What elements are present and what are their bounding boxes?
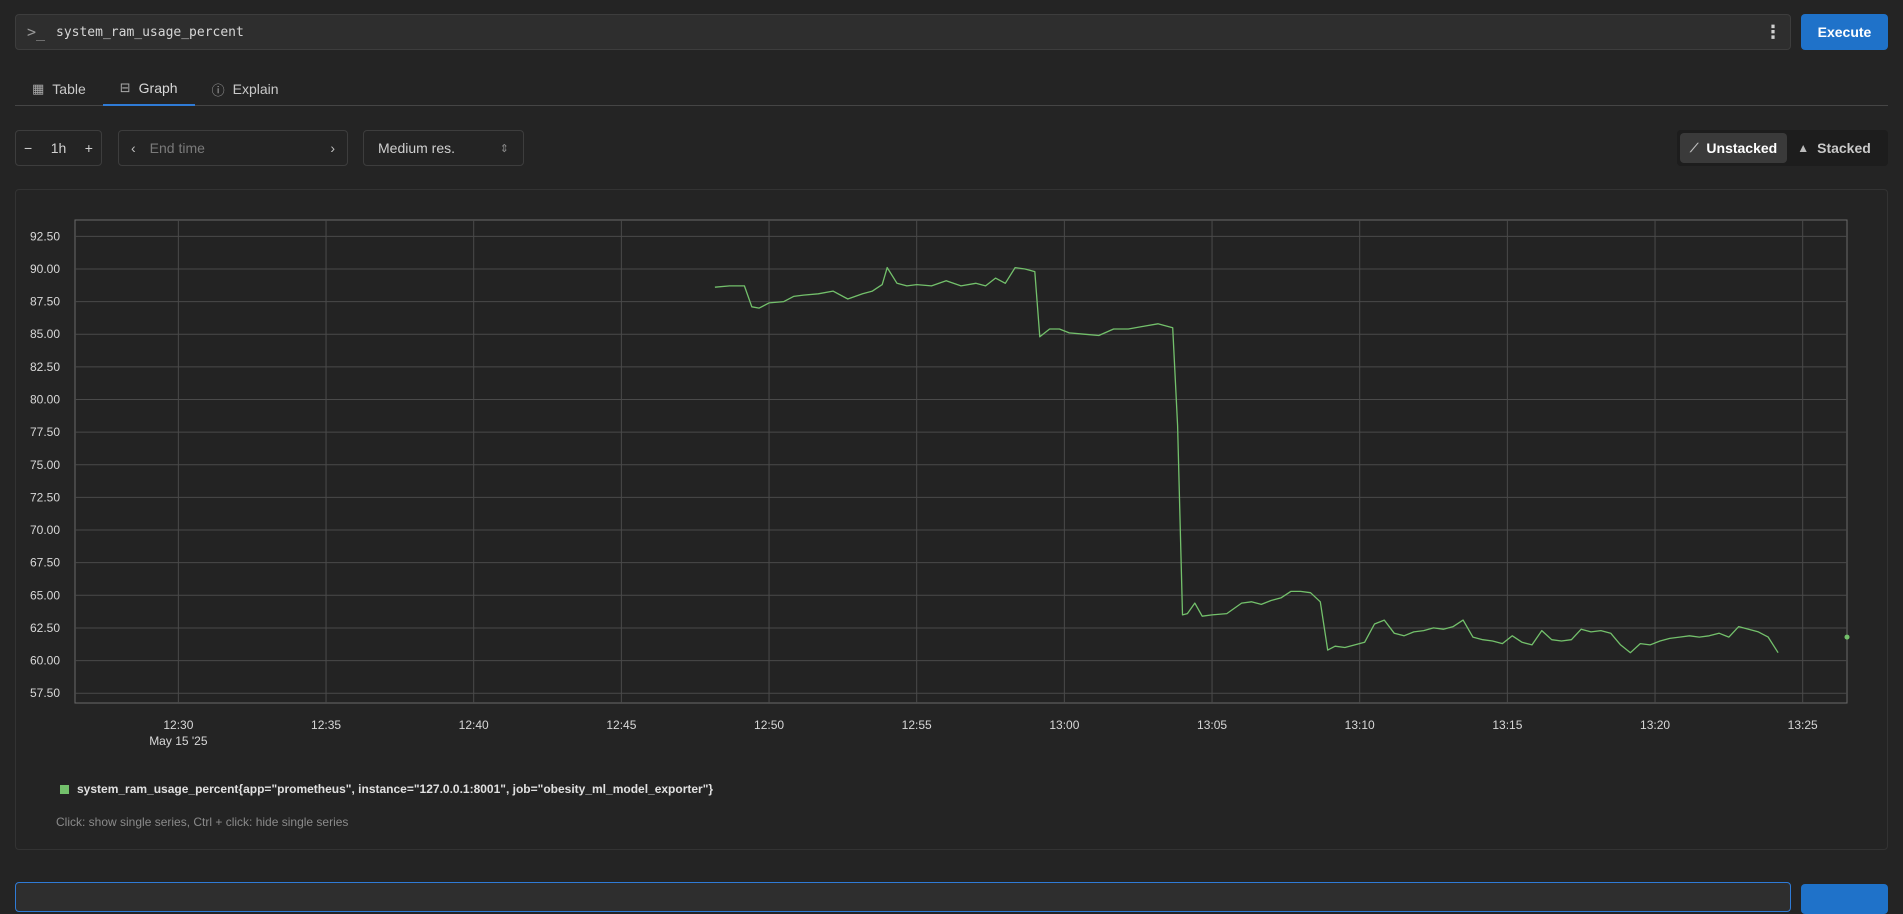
y-tick-label: 90.00	[30, 262, 60, 276]
table-icon: ▦	[32, 81, 45, 96]
y-tick-label: 87.50	[30, 295, 60, 309]
range-stepper: − 1h +	[15, 130, 102, 166]
x-tick-label: 13:00	[1049, 718, 1079, 732]
last-value-marker	[1844, 634, 1850, 640]
chevron-left-icon[interactable]: ‹	[131, 140, 136, 156]
info-icon: ⓘ	[211, 82, 225, 98]
tab-bar: ▦ Table ⊟ Graph ⓘ Explain	[15, 72, 1888, 106]
unstacked-button[interactable]: ⟋ Unstacked	[1680, 133, 1788, 163]
stacked-label: Stacked	[1817, 140, 1871, 156]
y-tick-label: 85.00	[30, 327, 60, 341]
x-tick-label: 13:05	[1197, 718, 1227, 732]
y-tick-label: 67.50	[30, 556, 60, 570]
y-tick-label: 80.00	[30, 392, 60, 406]
x-tick-label: 12:50	[754, 718, 784, 732]
y-tick-label: 72.50	[30, 490, 60, 504]
legend-hint: Click: show single series, Ctrl + click:…	[56, 815, 349, 829]
plus-icon[interactable]: +	[84, 140, 93, 156]
area-chart-icon: ▲	[1797, 141, 1810, 155]
plot-area	[74, 219, 1848, 704]
legend-label: system_ram_usage_percent{app="prometheus…	[77, 782, 714, 796]
unstacked-label: Unstacked	[1706, 140, 1778, 156]
x-tick-label: 12:35	[311, 718, 341, 732]
x-tick-label: 12:40	[459, 718, 489, 732]
execute-button[interactable]: Execute	[1801, 14, 1888, 50]
y-tick-label: 65.00	[30, 588, 60, 602]
tab-label: Explain	[232, 81, 279, 97]
query-input-bar[interactable]: >_ system_ram_usage_percent ⋮	[15, 14, 1791, 50]
y-tick-label: 62.50	[30, 621, 60, 635]
range-value[interactable]: 1h	[50, 140, 67, 156]
series-line	[714, 266, 1779, 654]
y-tick-label: 70.00	[30, 523, 60, 537]
second-query-input-bar[interactable]	[15, 882, 1791, 912]
stacked-button[interactable]: ▲ Stacked	[1787, 133, 1881, 163]
x-tick-label: 12:30	[163, 718, 193, 732]
query-expression[interactable]: system_ram_usage_percent	[56, 24, 244, 40]
y-tick-label: 75.00	[30, 458, 60, 472]
x-date-label: May 15 '25	[149, 734, 208, 748]
line-chart-icon: ⟋	[1690, 140, 1699, 155]
resolution-select[interactable]: Medium res. ⇕	[363, 130, 524, 166]
minus-icon[interactable]: −	[24, 140, 33, 156]
chevron-right-icon[interactable]: ›	[330, 140, 335, 156]
tab-label: Table	[52, 81, 86, 97]
updown-chevron-icon: ⇕	[499, 142, 509, 155]
y-tick-label: 57.50	[30, 686, 60, 700]
graph-icon: ⊟	[119, 80, 131, 95]
y-tick-label: 82.50	[30, 360, 60, 374]
chart-svg[interactable]: 57.50 60.00 62.50 65.00 67.50 70.00 72.50 75.00…	[0, 0, 1903, 760]
x-tick-label: 13:15	[1492, 718, 1522, 732]
y-tick-label: 77.50	[30, 425, 60, 439]
legend-swatch	[60, 784, 69, 794]
x-tick-label: 12:55	[902, 718, 932, 732]
end-time-input[interactable]: End time	[149, 140, 205, 156]
tab-label: Graph	[138, 80, 178, 96]
tab-explain[interactable]: ⓘ Explain	[195, 72, 296, 106]
x-tick-label: 13:25	[1788, 718, 1818, 732]
stack-mode-toggle: ⟋ Unstacked ▲ Stacked	[1677, 130, 1888, 166]
resolution-value: Medium res.	[378, 140, 456, 156]
legend-item[interactable]: system_ram_usage_percent{app="prometheus…	[60, 782, 713, 796]
second-execute-button[interactable]	[1801, 884, 1888, 914]
kebab-menu-icon[interactable]: ⋮	[1764, 21, 1782, 42]
y-tick-label: 92.50	[30, 229, 60, 243]
end-time-picker[interactable]: ‹ End time ›	[118, 130, 348, 166]
x-tick-label: 12:45	[606, 718, 636, 732]
y-tick-label: 60.00	[30, 654, 60, 668]
terminal-prompt-icon: >_	[26, 23, 46, 41]
x-tick-label: 13:20	[1640, 718, 1670, 732]
tab-graph[interactable]: ⊟ Graph	[102, 72, 195, 106]
x-tick-label: 13:10	[1345, 718, 1375, 732]
tab-table[interactable]: ▦ Table	[15, 72, 103, 106]
